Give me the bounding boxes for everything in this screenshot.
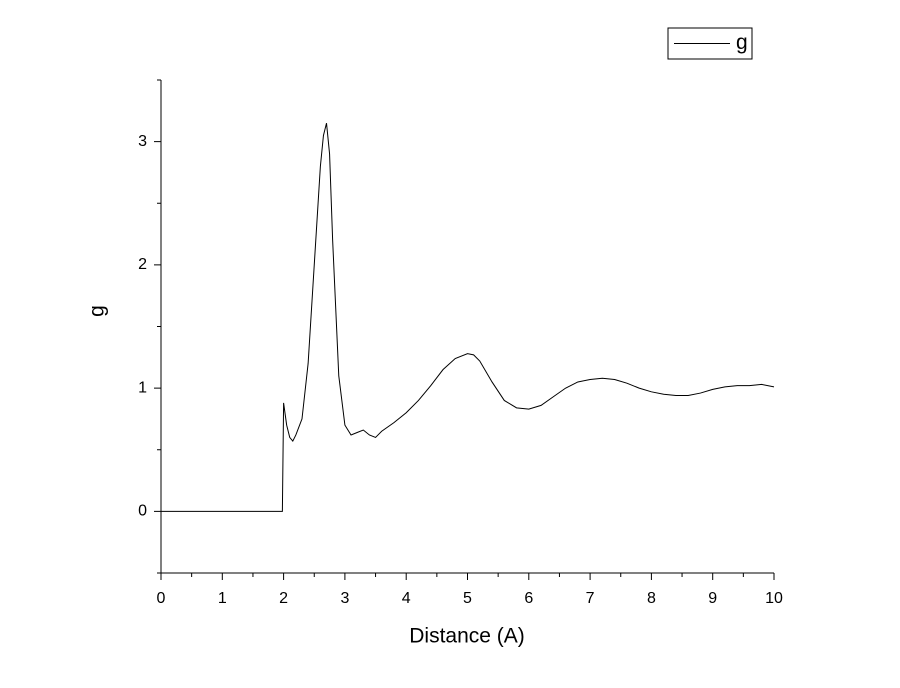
x-tick-label: 7	[586, 590, 595, 607]
x-tick-label: 1	[218, 590, 227, 607]
x-tick-label: 2	[279, 590, 288, 607]
x-tick-label: 6	[524, 590, 533, 607]
data-line	[161, 123, 775, 512]
x-tick-label: 5	[463, 590, 472, 607]
y-tick-label: 1	[138, 379, 147, 396]
x-tick-label: 9	[708, 590, 717, 607]
x-tick-label: 8	[647, 590, 656, 607]
x-tick-label: 4	[402, 590, 411, 607]
legend-label: g	[736, 31, 748, 54]
y-tick-label: 0	[138, 503, 147, 520]
y-tick-label: 2	[138, 256, 147, 273]
y-axis-label: g	[86, 305, 109, 317]
x-tick-label: 3	[340, 590, 349, 607]
x-axis-label: Distance (A)	[409, 625, 525, 648]
x-tick-label: 10	[765, 590, 783, 607]
x-tick-label: 0	[157, 590, 166, 607]
y-tick-label: 3	[138, 133, 147, 150]
